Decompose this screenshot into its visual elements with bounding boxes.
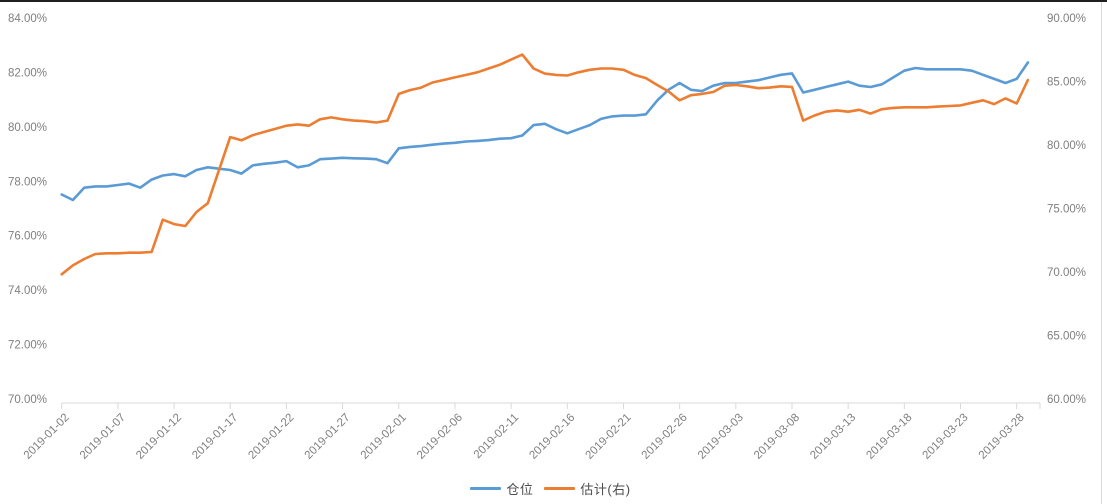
left-axis-label: 78.00% [8, 176, 47, 188]
right-axis-label: 75.00% [1047, 204, 1086, 216]
series-line-estimate-right[interactable] [60, 53, 1030, 276]
x-axis-label: 2019-03-18 [864, 412, 914, 462]
legend-label-estimate: 估计(右) [580, 481, 631, 497]
legend-swatch-estimate [544, 486, 576, 490]
x-axis-label: 2019-02-06 [415, 412, 465, 462]
left-axis-label: 84.00% [8, 13, 47, 25]
x-axis-label: 2019-01-07 [78, 412, 128, 462]
right-axis-label: 65.00% [1047, 331, 1086, 343]
left-axis-label: 82.00% [8, 67, 47, 79]
line-chart[interactable]: 84.00% 82.00% 80.00% 78.00% 76.00% 74.00% 72.0… [0, 2, 1107, 472]
x-axis-label: 2019-01-12 [134, 412, 184, 462]
chart-legend: 仓位 估计(右) [0, 477, 1101, 499]
left-axis-label: 80.00% [8, 122, 47, 134]
x-axis-label: 2019-02-01 [359, 412, 409, 462]
x-axis-label: 2019-02-11 [472, 412, 521, 461]
x-axis-label: 2019-01-02 [22, 412, 72, 462]
x-axis-label: 2019-02-26 [640, 412, 690, 462]
right-axis-label: 60.00% [1047, 394, 1086, 406]
legend-item-position[interactable]: 仓位 [470, 479, 533, 498]
x-axis-label: 2019-03-03 [696, 412, 746, 462]
left-axis-label: 74.00% [8, 285, 47, 297]
x-axis-label: 2019-01-22 [246, 412, 296, 462]
x-axis-label: 2019-03-13 [808, 412, 858, 462]
x-axis-label: 2019-01-17 [190, 412, 240, 462]
legend-swatch-position [470, 486, 502, 490]
legend-item-estimate[interactable]: 估计(右) [544, 479, 630, 498]
x-axis-label: 2019-02-16 [527, 412, 577, 462]
pane-splitter [1101, 2, 1102, 504]
x-axis-label: 2019-02-21 [584, 412, 634, 462]
x-axis-label: 2019-03-23 [921, 412, 971, 462]
right-axis-label: 85.00% [1047, 77, 1086, 89]
right-axis-label: 80.00% [1047, 140, 1086, 152]
legend-label-position: 仓位 [506, 481, 534, 497]
x-axis-label: 2019-03-08 [752, 412, 802, 462]
left-axis-label: 72.00% [8, 340, 47, 352]
x-axis-label: 2019-01-27 [303, 412, 353, 462]
series-line-position[interactable] [60, 61, 1030, 202]
left-axis-label: 70.00% [8, 394, 47, 406]
right-axis-label: 70.00% [1047, 267, 1086, 279]
right-axis-label: 90.00% [1047, 13, 1086, 25]
x-axis-label: 2019-03-28 [977, 412, 1027, 462]
left-axis-label: 76.00% [8, 231, 47, 243]
